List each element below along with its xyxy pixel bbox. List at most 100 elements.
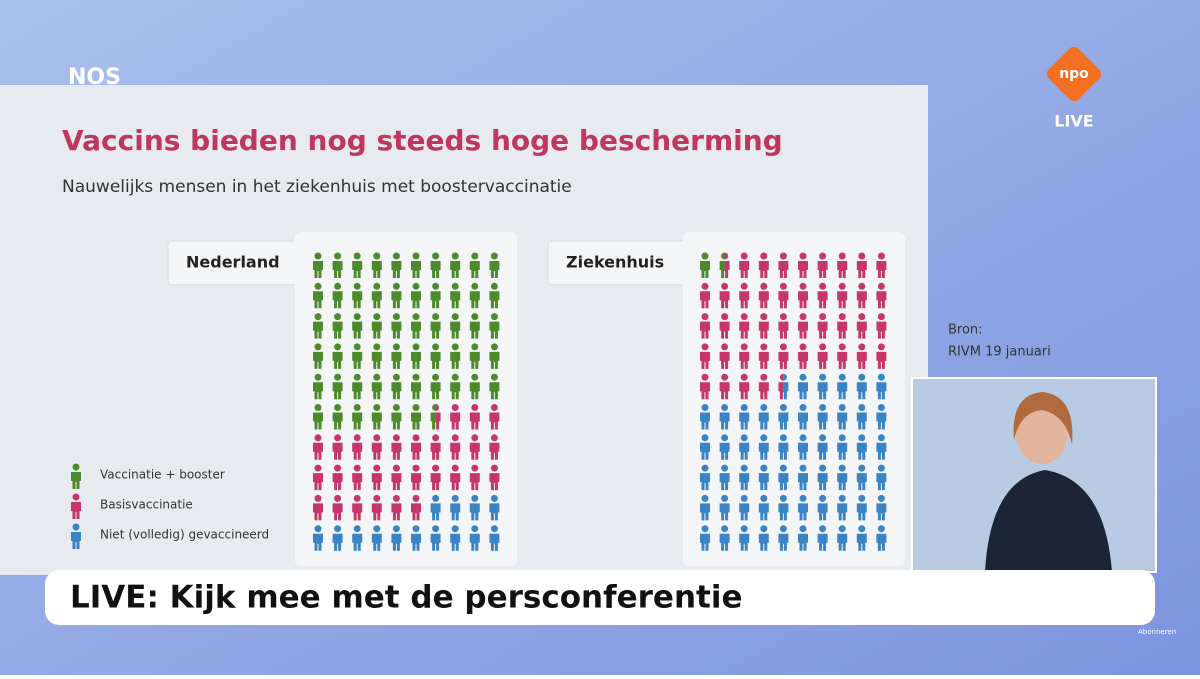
person-icon (817, 282, 828, 309)
person-icon (352, 434, 363, 460)
person-icon (391, 373, 402, 400)
person-icon (778, 494, 789, 521)
person-icon (352, 464, 363, 491)
person-icon (469, 494, 480, 521)
person-icon (411, 464, 421, 491)
person-icon (856, 434, 867, 460)
person-icon (430, 404, 436, 430)
person-icon (332, 343, 343, 369)
person-icon (798, 252, 808, 278)
person-icon (313, 282, 323, 309)
legend-label: Vaccinatie + booster (100, 468, 225, 482)
person-icon (837, 252, 848, 278)
person-icon (798, 343, 808, 369)
person-icon (758, 343, 769, 369)
person-icon (758, 313, 769, 339)
person-icon (719, 434, 730, 460)
person-icon (430, 525, 441, 551)
legend-label: Basisvaccinatie (100, 498, 193, 512)
person-icon (719, 404, 730, 430)
person-icon (469, 525, 480, 551)
person-icon (817, 373, 828, 400)
person-icon (739, 373, 750, 400)
person-icon (856, 464, 867, 491)
person-icon (876, 252, 887, 278)
person-icon (489, 525, 500, 551)
person-icon (313, 464, 323, 491)
person-icon (876, 434, 887, 460)
person-icon (469, 313, 480, 339)
ticker: LIVE: Kijk mee met de persconferentie (70, 580, 742, 616)
person-icon (391, 525, 402, 551)
person-icon (450, 525, 461, 551)
person-icon (739, 313, 750, 339)
person-icon (313, 313, 323, 339)
person-icon (352, 494, 363, 521)
person-icon (700, 252, 710, 278)
person-icon (719, 343, 730, 369)
person-icon (489, 434, 500, 460)
legend-label: Niet (volledig) gevaccineerd (100, 528, 269, 542)
person-icon (876, 464, 887, 491)
person-icon (411, 343, 421, 369)
legend-swatch (71, 493, 81, 519)
person-icon (332, 373, 343, 400)
person-icon (371, 252, 382, 278)
person-icon (856, 494, 867, 521)
person-icon (489, 373, 500, 400)
person-icon (798, 525, 808, 551)
person-icon (352, 252, 363, 278)
person-icon (430, 373, 441, 400)
person-icon (411, 404, 421, 430)
person-icon (700, 343, 710, 369)
person-icon (391, 404, 402, 430)
person-icon (837, 404, 848, 430)
person-icon (700, 525, 710, 551)
person-icon (817, 494, 828, 521)
person-icon (798, 434, 808, 460)
person-icon (391, 464, 402, 491)
person-icon (778, 282, 789, 309)
person-icon (798, 404, 808, 430)
person-icon (313, 434, 323, 460)
person-icon (430, 313, 441, 339)
person-icon (876, 494, 887, 521)
person-icon (778, 313, 789, 339)
subtitle: Nauwelijks mensen in het ziekenhuis met … (62, 177, 572, 197)
person-icon (876, 525, 887, 551)
person-icon (817, 464, 828, 491)
person-icon (489, 404, 500, 430)
person-icon (352, 404, 363, 430)
person-icon (837, 464, 848, 491)
person-icon (391, 434, 402, 460)
person-icon (719, 252, 725, 278)
person-icon (739, 434, 750, 460)
npo-text: npo (1059, 66, 1089, 82)
person-icon (332, 252, 343, 278)
person-icon (332, 282, 343, 309)
panel-label: Ziekenhuis (566, 253, 664, 272)
person-icon (778, 343, 789, 369)
person-icon (332, 525, 343, 551)
video (911, 377, 1157, 573)
person-icon (411, 525, 421, 551)
person-icon (332, 494, 343, 521)
person-icon (450, 282, 461, 309)
footer: Abonneren (1138, 628, 1176, 636)
person-icon (876, 373, 887, 400)
person-icon (719, 494, 730, 521)
person-icon (739, 252, 750, 278)
person-icon (739, 343, 750, 369)
person-icon (856, 343, 867, 369)
person-icon (798, 313, 808, 339)
person-icon (352, 313, 363, 339)
person-icon (489, 464, 500, 491)
person-icon (430, 464, 441, 491)
person-icon (739, 494, 750, 521)
person-icon (817, 252, 828, 278)
person-icon (371, 494, 382, 521)
person-icon (856, 525, 867, 551)
ticker-bar (45, 570, 1155, 625)
person-icon (450, 313, 461, 339)
